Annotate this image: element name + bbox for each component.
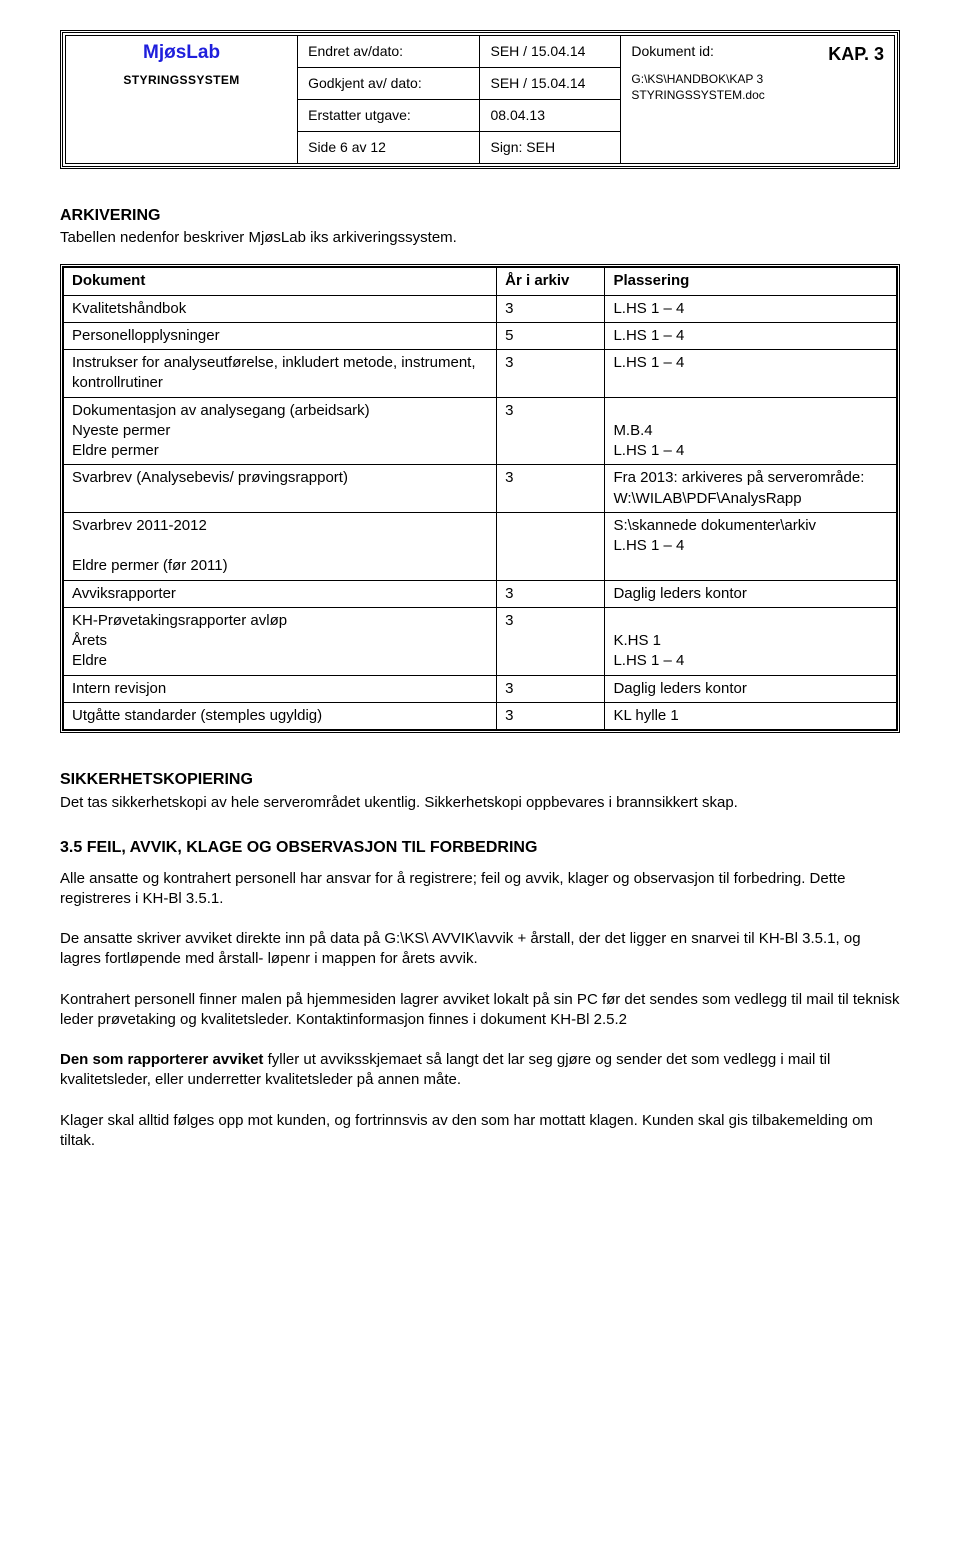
brand-subtitle: STYRINGSSYSTEM (76, 72, 287, 88)
endret-label: Endret av/dato: (298, 36, 480, 68)
table-row: Intern revisjon3Daglig leders kontor (64, 675, 897, 702)
col-dokument: Dokument (64, 268, 497, 295)
table-row: Personellopplysninger5L.HS 1 – 4 (64, 322, 897, 349)
cell-ar-i-arkiv: 3 (497, 702, 605, 729)
col-ar-i-arkiv: År i arkiv (497, 268, 605, 295)
cell-plassering: M.B.4 L.HS 1 – 4 (605, 397, 897, 465)
cell-plassering: K.HS 1 L.HS 1 – 4 (605, 607, 897, 675)
section-3-5-p4: Den som rapporterer avviket fyller ut av… (60, 1050, 900, 1091)
cell-ar-i-arkiv: 3 (497, 295, 605, 322)
docid-cell: Dokument id: KAP. 3 G:\KS\HANDBOK\KAP 3 … (621, 36, 895, 164)
document-header: MjøsLab STYRINGSSYSTEM Endret av/dato: S… (60, 30, 900, 169)
sikkerhet-title: SIKKERHETSKOPIERING (60, 769, 900, 791)
p4-bold: Den som rapporterer avviket (60, 1051, 263, 1068)
cell-plassering: Daglig leders kontor (605, 675, 897, 702)
cell-plassering: L.HS 1 – 4 (605, 295, 897, 322)
cell-ar-i-arkiv (497, 512, 605, 580)
section-3-5-title: 3.5 FEIL, AVVIK, KLAGE OG OBSERVASJON TI… (60, 837, 900, 859)
document-page: MjøsLab STYRINGSSYSTEM Endret av/dato: S… (0, 0, 960, 1563)
godkjent-label: Godkjent av/ dato: (298, 67, 480, 99)
table-header-row: Dokument År i arkiv Plassering (64, 268, 897, 295)
endret-value: SEH / 15.04.14 (480, 36, 621, 68)
cell-ar-i-arkiv: 5 (497, 322, 605, 349)
cell-ar-i-arkiv: 3 (497, 350, 605, 398)
section-3-5-p5: Klager skal alltid følges opp mot kunden… (60, 1111, 900, 1152)
sikkerhet-text: Det tas sikkerhetskopi av hele serveromr… (60, 793, 900, 813)
cell-plassering: S:\skannede dokumenter\arkiv L.HS 1 – 4 (605, 512, 897, 580)
erstatter-label: Erstatter utgave: (298, 99, 480, 131)
cell-plassering: KL hylle 1 (605, 702, 897, 729)
cell-dokument: Svarbrev (Analysebevis/ prøvingsrapport) (64, 465, 497, 513)
cell-ar-i-arkiv: 3 (497, 580, 605, 607)
cell-dokument: Kvalitetshåndbok (64, 295, 497, 322)
section-3-5-p1: Alle ansatte og kontrahert personell har… (60, 869, 900, 910)
godkjent-value: SEH / 15.04.14 (480, 67, 621, 99)
cell-plassering: L.HS 1 – 4 (605, 322, 897, 349)
table-row: Utgåtte standarder (stemples ugyldig)3KL… (64, 702, 897, 729)
archive-table-wrapper: Dokument År i arkiv Plassering Kvalitets… (60, 264, 900, 733)
section-3-5-p3: Kontrahert personell finner malen på hje… (60, 990, 900, 1031)
table-row: Avviksrapporter3Daglig leders kontor (64, 580, 897, 607)
table-row: Svarbrev (Analysebevis/ prøvingsrapport)… (64, 465, 897, 513)
docid-text: Dokument id: (631, 43, 713, 59)
table-row: Svarbrev 2011-2012 Eldre permer (før 201… (64, 512, 897, 580)
erstatter-value: 08.04.13 (480, 99, 621, 131)
cell-dokument: Intern revisjon (64, 675, 497, 702)
docid-label: Dokument id: KAP. 3 (631, 42, 884, 61)
arkivering-intro: Tabellen nedenfor beskriver MjøsLab iks … (60, 228, 900, 248)
brand-name: MjøsLab (76, 40, 287, 66)
side-label: Side 6 av 12 (298, 131, 480, 163)
cell-dokument: Personellopplysninger (64, 322, 497, 349)
cell-plassering: Fra 2013: arkiveres på serverområde: W:\… (605, 465, 897, 513)
header-table: MjøsLab STYRINGSSYSTEM Endret av/dato: S… (65, 35, 895, 164)
cell-dokument: Avviksrapporter (64, 580, 497, 607)
table-row: Kvalitetshåndbok3L.HS 1 – 4 (64, 295, 897, 322)
cell-dokument: Utgåtte standarder (stemples ugyldig) (64, 702, 497, 729)
cell-plassering: L.HS 1 – 4 (605, 350, 897, 398)
cell-dokument: Svarbrev 2011-2012 Eldre permer (før 201… (64, 512, 497, 580)
brand-cell: MjøsLab STYRINGSSYSTEM (66, 36, 298, 164)
cell-ar-i-arkiv: 3 (497, 397, 605, 465)
table-row: Instrukser for analyseutførelse, inklude… (64, 350, 897, 398)
cell-dokument: Dokumentasjon av analysegang (arbeidsark… (64, 397, 497, 465)
cell-dokument: KH-Prøvetakingsrapporter avløp Årets Eld… (64, 607, 497, 675)
kap-value: KAP. 3 (828, 42, 884, 66)
table-row: KH-Prøvetakingsrapporter avløp Årets Eld… (64, 607, 897, 675)
cell-ar-i-arkiv: 3 (497, 675, 605, 702)
cell-ar-i-arkiv: 3 (497, 607, 605, 675)
sign-label: Sign: SEH (480, 131, 621, 163)
arkivering-title: ARKIVERING (60, 205, 900, 227)
cell-ar-i-arkiv: 3 (497, 465, 605, 513)
cell-dokument: Instrukser for analyseutførelse, inklude… (64, 350, 497, 398)
section-3-5-p2: De ansatte skriver avviket direkte inn p… (60, 929, 900, 970)
cell-plassering: Daglig leders kontor (605, 580, 897, 607)
archive-table: Dokument År i arkiv Plassering Kvalitets… (63, 267, 897, 730)
table-row: Dokumentasjon av analysegang (arbeidsark… (64, 397, 897, 465)
col-plassering: Plassering (605, 268, 897, 295)
doc-path: G:\KS\HANDBOK\KAP 3 STYRINGSSYSTEM.doc (631, 71, 884, 103)
